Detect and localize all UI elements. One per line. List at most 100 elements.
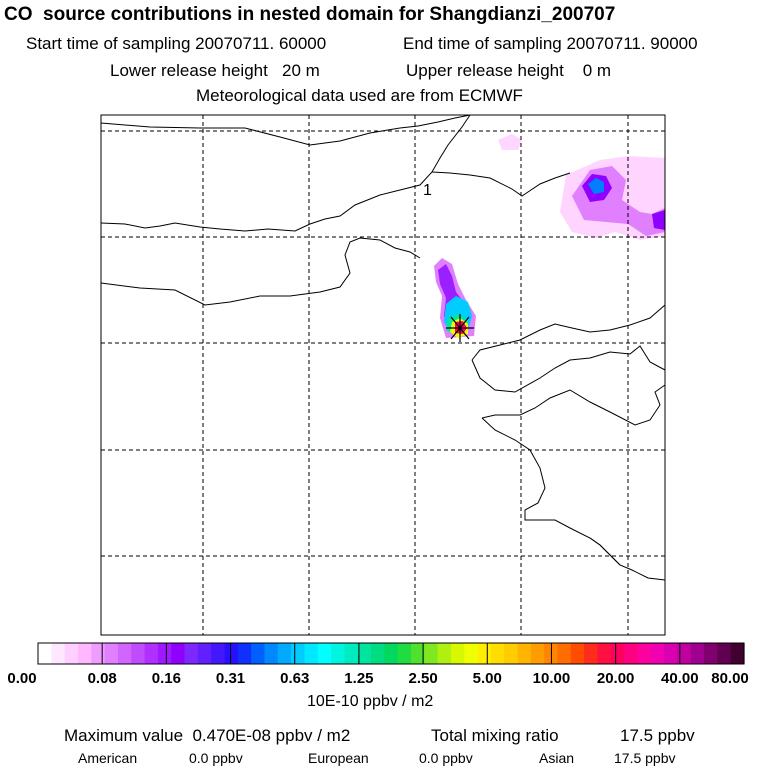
colorbar-cell	[384, 643, 399, 664]
coastlines	[100, 114, 666, 581]
colorbar-cell	[157, 643, 172, 664]
map-panel: 1	[100, 114, 666, 636]
colorbar-cell	[371, 643, 385, 664]
colorbar-cell	[597, 643, 612, 664]
colorbar-cell	[38, 643, 52, 664]
colorbar-cell	[530, 643, 545, 664]
total-mixing-ratio-label: Total mixing ratio	[431, 726, 559, 745]
colorbar-tick-label: 1.25	[344, 670, 374, 687]
colorbar-cell	[64, 643, 79, 664]
colorbar-cell	[237, 643, 252, 664]
source-region-label: 1	[423, 182, 432, 199]
coastline-east-2	[471, 345, 666, 393]
colorbar-cell	[504, 643, 519, 664]
colorbar-units: 10E-10 ppbv / m2	[307, 693, 434, 710]
colorbar-cell	[584, 643, 599, 664]
region-european-label: European	[308, 750, 369, 766]
coastline-top-left	[100, 114, 471, 146]
plume-upper-right-core	[588, 178, 604, 194]
colorbar-tick-label: 40.00	[661, 670, 699, 687]
colorbar-tick-label: 0.31	[215, 670, 246, 687]
coastline-east-3	[481, 384, 666, 426]
colorbar-cell	[211, 643, 226, 664]
colorbar-cell	[450, 643, 465, 664]
colorbar-cell	[264, 643, 279, 664]
colorbar-cell	[117, 643, 132, 664]
colorbar-tick-label: 0.00	[7, 670, 37, 687]
colorbar-cell	[317, 643, 332, 664]
colorbar-dividers	[101, 643, 681, 664]
colorbar-cell	[224, 643, 239, 664]
colorbar-cell	[104, 643, 119, 664]
colorbar-cell	[171, 643, 186, 664]
colorbar	[37, 642, 745, 665]
region-asian-label: Asian	[539, 750, 575, 766]
colorbar-tick-label: 5.00	[472, 670, 502, 687]
colorbar-tick-label: 0.63	[280, 670, 310, 687]
colorbar-tick-label: 2.50	[408, 670, 438, 687]
colorbar-tick-label: 20.00	[596, 670, 635, 687]
region-american-label: American	[78, 750, 138, 766]
met-data-label: Meteorological data used are from ECMWF	[196, 86, 523, 105]
colorbar-cell	[490, 643, 505, 664]
concentration-field	[434, 134, 665, 338]
lat-lon-grid	[101, 115, 665, 635]
coastline-east-5	[589, 537, 621, 566]
colorbar-cell	[570, 643, 585, 664]
colorbar-cell	[517, 643, 532, 664]
colorbar-cell	[144, 643, 159, 664]
colorbar-cell	[464, 643, 479, 664]
colorbar-cell	[424, 643, 439, 664]
colorbar-cell	[637, 643, 652, 664]
maximum-value-label: Maximum value 0.470E-08 ppbv / m2	[64, 726, 351, 745]
receptor-marker	[446, 314, 474, 342]
colorbar-cell	[624, 643, 639, 664]
upper-release-label: Upper release height 0 m	[406, 61, 612, 80]
plot-title: CO source contributions in nested domain…	[4, 4, 616, 25]
region-european-value: 0.0 ppbv	[419, 750, 473, 766]
coastline-mid	[100, 237, 421, 306]
colorbar-cell	[197, 643, 212, 664]
start-time-label: Start time of sampling 20070711. 60000	[26, 34, 327, 53]
total-mixing-ratio-value: 17.5 ppbv	[620, 726, 695, 745]
region-american-value: 0.0 ppbv	[189, 750, 243, 766]
map-frame	[100, 114, 666, 636]
colorbar-cell	[51, 643, 66, 664]
colorbar-cell	[664, 643, 678, 664]
colorbar-tick-label: 0.08	[87, 670, 117, 687]
colorbar-cell	[184, 643, 199, 664]
region-asian-value: 17.5 ppbv	[614, 750, 676, 766]
colorbar-tick-label: 80.00	[711, 670, 749, 687]
colorbar-tick-label: 0.16	[151, 670, 181, 687]
colorbar-cell	[477, 643, 492, 664]
colorbar-cell	[91, 643, 106, 664]
colorbar-cell	[704, 643, 718, 664]
colorbar-cell	[730, 643, 745, 664]
colorbar-cell	[251, 643, 266, 664]
colorbar-cell	[717, 643, 732, 664]
colorbar-cell	[437, 643, 452, 664]
colorbar-cell	[397, 643, 412, 664]
colorbar-cells	[38, 643, 745, 664]
colorbar-cell	[331, 643, 345, 664]
coastline-north-mid	[431, 171, 571, 197]
colorbar-cell	[304, 643, 319, 664]
colorbar-tick-label: 10.00	[532, 670, 571, 687]
colorbar-cell	[291, 643, 306, 664]
coastline-upper	[100, 114, 471, 232]
colorbar-frame	[37, 642, 745, 665]
plume-top-faint	[498, 134, 522, 150]
colorbar-cell	[131, 643, 146, 664]
colorbar-cell	[677, 643, 692, 664]
colorbar-cell	[344, 643, 359, 664]
colorbar-cell	[650, 643, 665, 664]
colorbar-cell	[610, 643, 625, 664]
lower-release-label: Lower release height 20 m	[110, 61, 320, 80]
end-time-label: End time of sampling 20070711. 90000	[403, 34, 698, 53]
colorbar-cell	[410, 643, 425, 664]
colorbar-cell	[77, 643, 92, 664]
coastline-east-1	[471, 304, 666, 361]
colorbar-cell	[357, 643, 372, 664]
colorbar-cell	[277, 643, 292, 664]
colorbar-cell	[690, 643, 705, 664]
